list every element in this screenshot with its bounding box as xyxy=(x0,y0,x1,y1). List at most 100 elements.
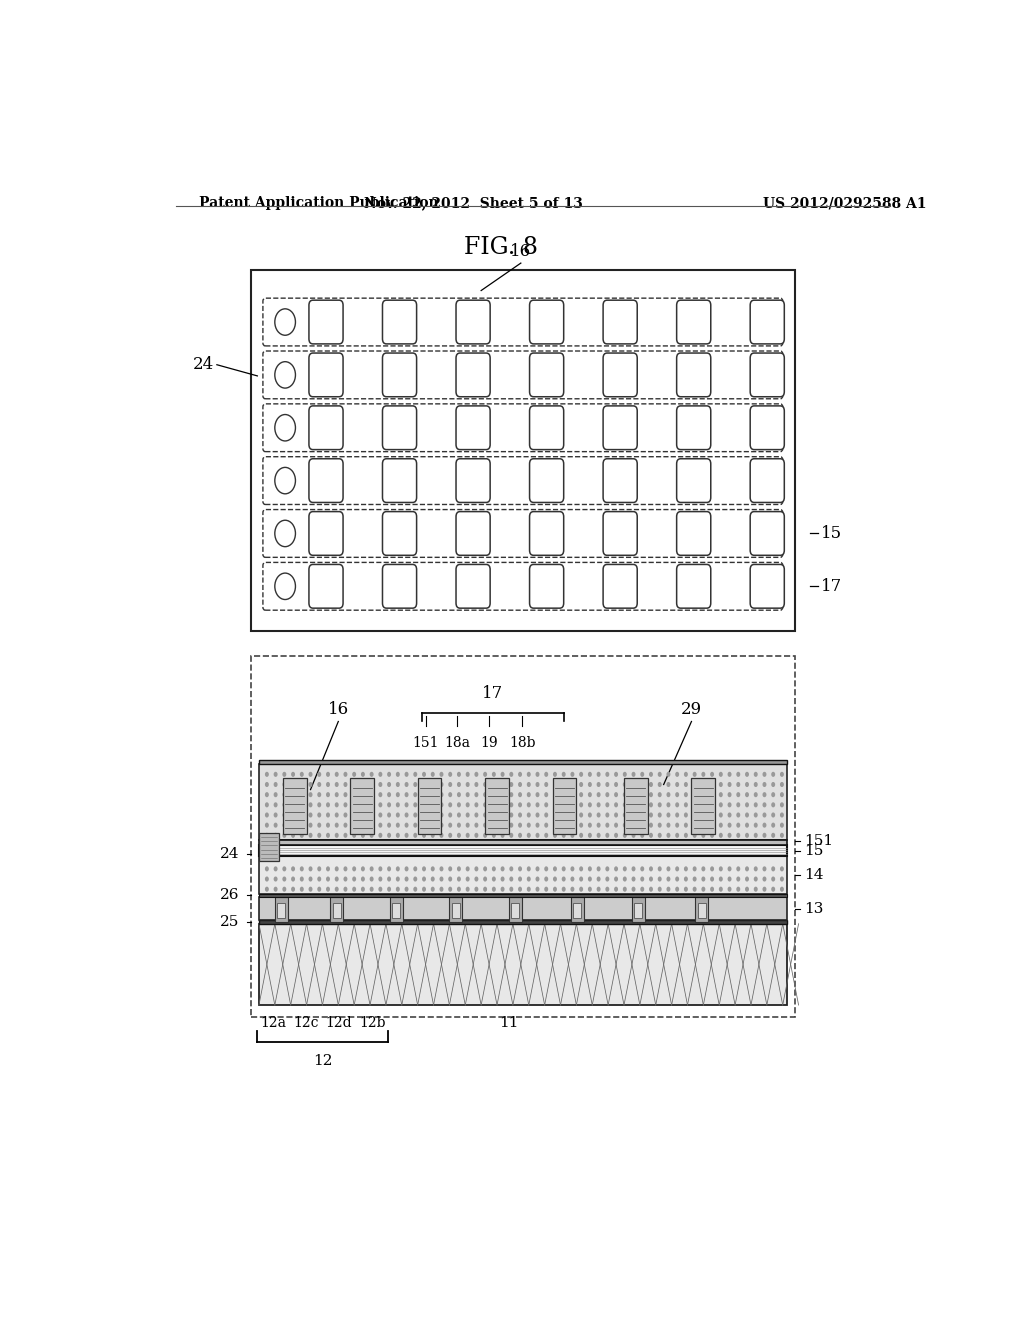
Circle shape xyxy=(431,803,435,808)
Circle shape xyxy=(675,876,679,882)
Circle shape xyxy=(335,781,339,787)
Circle shape xyxy=(605,887,609,892)
Circle shape xyxy=(343,822,347,828)
Circle shape xyxy=(335,803,339,808)
Circle shape xyxy=(509,866,513,871)
Circle shape xyxy=(640,887,644,892)
Circle shape xyxy=(719,812,723,817)
Circle shape xyxy=(501,792,505,797)
Circle shape xyxy=(640,822,644,828)
Circle shape xyxy=(536,812,540,817)
Text: 151: 151 xyxy=(413,735,439,750)
Circle shape xyxy=(317,803,322,808)
Circle shape xyxy=(597,781,601,787)
FancyBboxPatch shape xyxy=(309,512,343,556)
Circle shape xyxy=(536,781,540,787)
FancyBboxPatch shape xyxy=(263,404,782,451)
Circle shape xyxy=(710,866,714,871)
Circle shape xyxy=(273,822,278,828)
Bar xyxy=(259,760,786,764)
Circle shape xyxy=(710,833,714,838)
FancyBboxPatch shape xyxy=(263,562,782,610)
Bar xyxy=(274,898,288,921)
FancyBboxPatch shape xyxy=(383,459,417,503)
Circle shape xyxy=(763,781,766,787)
Circle shape xyxy=(614,792,618,797)
Circle shape xyxy=(562,833,565,838)
Circle shape xyxy=(343,887,347,892)
Bar xyxy=(350,779,374,834)
Bar xyxy=(259,920,786,924)
Circle shape xyxy=(404,812,409,817)
Circle shape xyxy=(763,822,766,828)
Circle shape xyxy=(501,876,505,882)
Circle shape xyxy=(300,803,304,808)
Circle shape xyxy=(649,833,653,838)
Circle shape xyxy=(580,866,583,871)
Text: 24: 24 xyxy=(219,846,240,861)
Circle shape xyxy=(291,833,295,838)
Circle shape xyxy=(692,876,696,882)
Circle shape xyxy=(580,772,583,777)
Circle shape xyxy=(335,822,339,828)
Circle shape xyxy=(387,833,391,838)
Circle shape xyxy=(379,833,382,838)
Circle shape xyxy=(771,822,775,828)
Circle shape xyxy=(291,822,295,828)
Circle shape xyxy=(492,876,496,882)
Circle shape xyxy=(692,792,696,797)
Text: 151: 151 xyxy=(804,834,834,847)
Circle shape xyxy=(780,833,784,838)
Circle shape xyxy=(657,772,662,777)
FancyBboxPatch shape xyxy=(677,565,711,609)
Circle shape xyxy=(736,833,740,838)
Circle shape xyxy=(509,792,513,797)
Circle shape xyxy=(570,822,574,828)
Circle shape xyxy=(317,887,322,892)
Circle shape xyxy=(667,772,671,777)
Text: 14: 14 xyxy=(804,869,823,882)
Circle shape xyxy=(588,772,592,777)
Circle shape xyxy=(614,822,618,828)
Circle shape xyxy=(518,833,522,838)
Circle shape xyxy=(728,866,731,871)
Circle shape xyxy=(291,812,295,817)
Circle shape xyxy=(449,792,453,797)
Circle shape xyxy=(483,866,487,871)
Circle shape xyxy=(771,812,775,817)
Circle shape xyxy=(701,822,706,828)
Circle shape xyxy=(570,803,574,808)
Circle shape xyxy=(588,792,592,797)
Circle shape xyxy=(474,833,478,838)
Circle shape xyxy=(291,876,295,882)
Circle shape xyxy=(439,876,443,882)
Circle shape xyxy=(431,866,435,871)
Circle shape xyxy=(649,792,653,797)
Text: 26: 26 xyxy=(219,888,240,903)
Circle shape xyxy=(763,792,766,797)
Circle shape xyxy=(360,887,365,892)
Circle shape xyxy=(553,876,557,882)
Circle shape xyxy=(326,803,330,808)
Text: 12b: 12b xyxy=(359,1016,386,1031)
Circle shape xyxy=(404,803,409,808)
Circle shape xyxy=(632,772,636,777)
Circle shape xyxy=(439,887,443,892)
Circle shape xyxy=(317,812,322,817)
Circle shape xyxy=(553,781,557,787)
Bar xyxy=(418,779,441,834)
Circle shape xyxy=(780,772,784,777)
Text: Patent Application Publication: Patent Application Publication xyxy=(200,195,439,210)
Circle shape xyxy=(483,812,487,817)
Circle shape xyxy=(597,833,601,838)
Circle shape xyxy=(509,876,513,882)
FancyBboxPatch shape xyxy=(456,300,490,345)
Circle shape xyxy=(570,887,574,892)
Circle shape xyxy=(300,833,304,838)
Circle shape xyxy=(291,887,295,892)
Circle shape xyxy=(754,812,758,817)
Circle shape xyxy=(667,822,671,828)
Circle shape xyxy=(632,887,636,892)
Circle shape xyxy=(474,781,478,787)
Circle shape xyxy=(692,781,696,787)
